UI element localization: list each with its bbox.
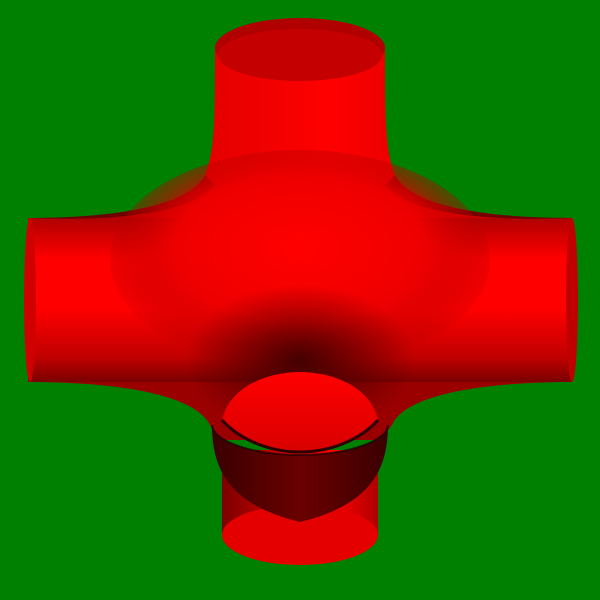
cut-band	[212, 425, 388, 522]
center-highlight	[110, 150, 490, 370]
top-tube-inner-wall	[218, 29, 382, 81]
left-tube-end	[24, 218, 36, 382]
cut-opening	[222, 372, 378, 452]
bottom-tube-end	[222, 505, 378, 565]
cut-rim-outline	[211, 424, 389, 457]
cut-rim-top	[220, 418, 380, 454]
top-tube-with-fillets	[28, 45, 572, 218]
right-tube-end	[566, 218, 578, 382]
